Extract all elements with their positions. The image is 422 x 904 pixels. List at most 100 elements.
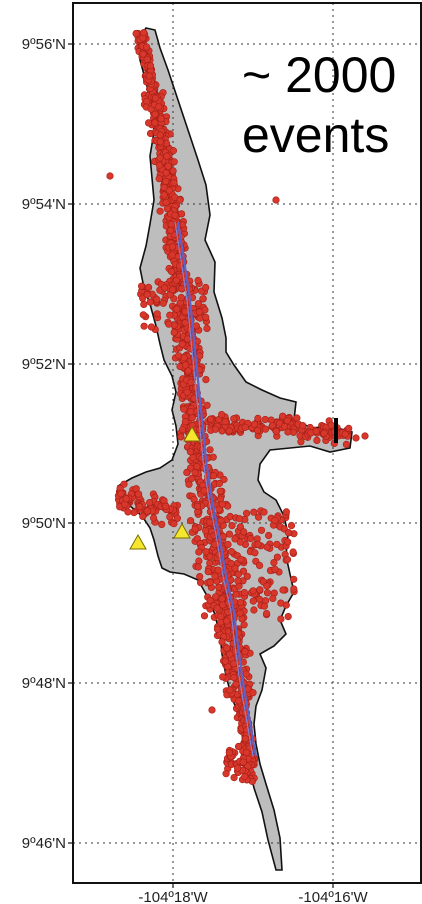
event-dot [283,417,291,425]
event-dot [293,414,301,422]
event-dot [204,568,212,576]
map-frame-border [72,2,422,884]
event-dot [260,508,268,516]
event-dot [231,564,239,572]
event-dot [234,764,242,772]
event-dot [177,285,186,293]
annotation-count: ~ 2000 [242,47,396,103]
event-dot [210,472,218,480]
event-dot [263,609,271,618]
event-dot [166,311,174,319]
event-dot [206,596,214,605]
event-dot [299,422,307,430]
event-dot [156,207,164,215]
event-dot [195,308,203,316]
event-dot [166,513,174,521]
event-dot [272,427,280,435]
event-dot [164,162,172,170]
event-dot [212,593,220,601]
event-dot [235,697,243,705]
event-dot [106,172,114,180]
event-dot [191,469,199,477]
event-dot [202,313,210,321]
event-dot [162,198,170,206]
event-dot [223,644,231,652]
event-dot [234,577,242,585]
event-dot [226,650,234,658]
event-dot [194,276,202,285]
event-dot [162,502,170,510]
event-dot [271,516,279,525]
event-dot [250,606,258,614]
event-dot [269,594,277,603]
event-dot [195,548,203,556]
event-dot [206,446,214,454]
event-dot [117,490,125,498]
event-dot [156,138,164,146]
event-dot [225,749,233,757]
event-dot [312,427,320,435]
event-dot [159,299,167,307]
event-dot [241,647,249,656]
event-dot [215,505,223,513]
event-dot [224,540,232,549]
event-dot [280,422,289,431]
event-dot [202,376,210,384]
lat-tick-label: 9º46'N [22,835,66,852]
event-dot [194,300,202,308]
event-dot [124,508,132,516]
event-dot [205,518,214,526]
event-dot [195,557,203,565]
event-dot [250,508,258,516]
event-dot [234,570,242,578]
annotation-events: events [242,107,389,163]
event-dot [151,94,160,102]
event-dot [277,599,285,607]
station-3-triangle [173,522,191,539]
event-dot [145,72,153,80]
event-dot [203,324,211,333]
event-dot [263,582,271,590]
event-dot [170,158,178,166]
event-dot [181,319,189,327]
event-dot [196,352,204,360]
event-dot [241,772,249,781]
event-dot [206,578,214,587]
event-dot [219,532,227,541]
event-dot [171,211,179,219]
event-dot [176,196,184,204]
event-dot [170,179,178,187]
event-dot [177,433,185,441]
event-dot [284,528,293,537]
event-dot [211,425,220,433]
event-dot [143,291,151,299]
event-dot [256,561,264,570]
event-dot [273,553,282,561]
event-dot [138,282,146,290]
event-dot [187,408,195,416]
event-dot [216,487,224,495]
event-dot [341,430,349,438]
event-dot [150,514,158,522]
event-dot [192,322,200,330]
event-dot [352,434,360,442]
event-dot [161,284,169,292]
event-dot [249,587,257,595]
event-dot [243,509,251,517]
event-dot [256,595,264,604]
event-dot [272,196,280,204]
event-dot [239,758,247,766]
event-dot [135,490,143,498]
event-dot [236,609,244,617]
event-dot [263,543,271,551]
event-dot [143,507,151,515]
event-dot [185,480,193,488]
event-dot [218,500,226,508]
event-dot [261,425,270,433]
event-dot [162,169,170,177]
event-dot [215,479,223,488]
event-dot [165,320,173,328]
event-dot [230,773,238,782]
event-dot [236,538,244,546]
event-dot [247,534,255,543]
